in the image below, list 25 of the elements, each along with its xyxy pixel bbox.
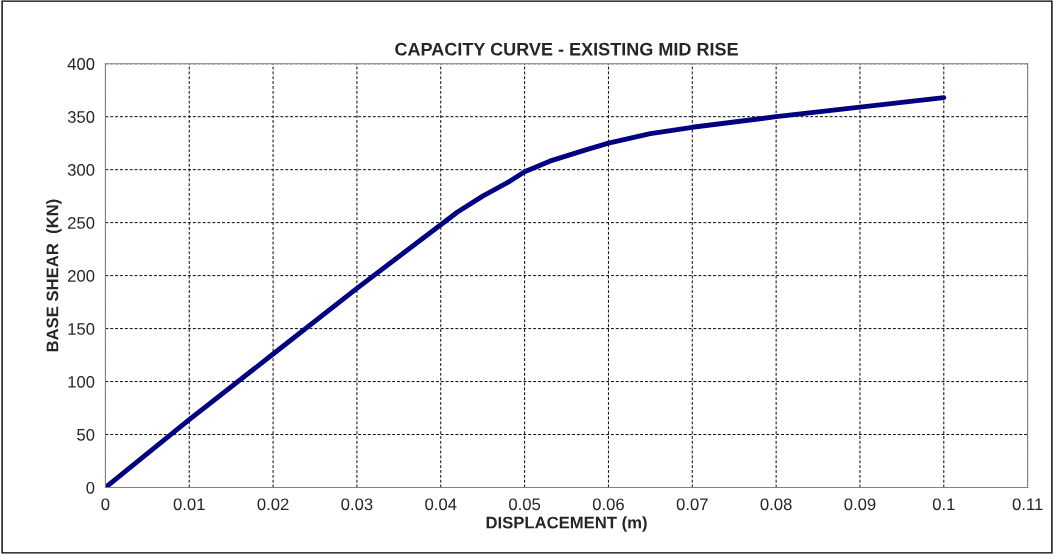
y-tick-label: 200 xyxy=(68,270,95,282)
y-tick-label: 400 xyxy=(67,58,95,70)
x-tick-label: 0.08 xyxy=(760,498,792,511)
x-tick-label: 0.01 xyxy=(173,498,205,511)
x-tick-label: 0.04 xyxy=(425,498,457,511)
y-tick-label: 300 xyxy=(67,164,95,176)
x-tick-label: 0.07 xyxy=(676,498,708,511)
y-tick-label: 250 xyxy=(68,217,95,229)
x-tick-label: 0.11 xyxy=(1012,498,1043,511)
x-tick-label: 0.05 xyxy=(509,498,541,511)
y-axis-title: BASE SHEAR (KN) xyxy=(46,199,62,352)
x-tick-label: 0.02 xyxy=(257,498,289,511)
y-tick-label: 100 xyxy=(68,375,95,388)
x-tick-label: 0 xyxy=(101,498,110,511)
x-tick-label: 0.03 xyxy=(341,498,373,511)
x-tick-label: 0.06 xyxy=(592,498,624,511)
chart-title: CAPACITY CURVE - EXISTING MID RISE xyxy=(395,42,738,56)
y-tick-label: 0 xyxy=(86,481,95,494)
line-series xyxy=(105,95,947,488)
x-tick-label: 0.1 xyxy=(932,498,955,511)
y-tick-label: 350 xyxy=(67,111,95,123)
x-axis-title: DISPLACEMENT (m) xyxy=(486,516,647,532)
y-tick-label: 150 xyxy=(68,322,95,335)
x-tick-label: 0.09 xyxy=(844,498,876,511)
y-tick-label: 50 xyxy=(77,428,95,441)
